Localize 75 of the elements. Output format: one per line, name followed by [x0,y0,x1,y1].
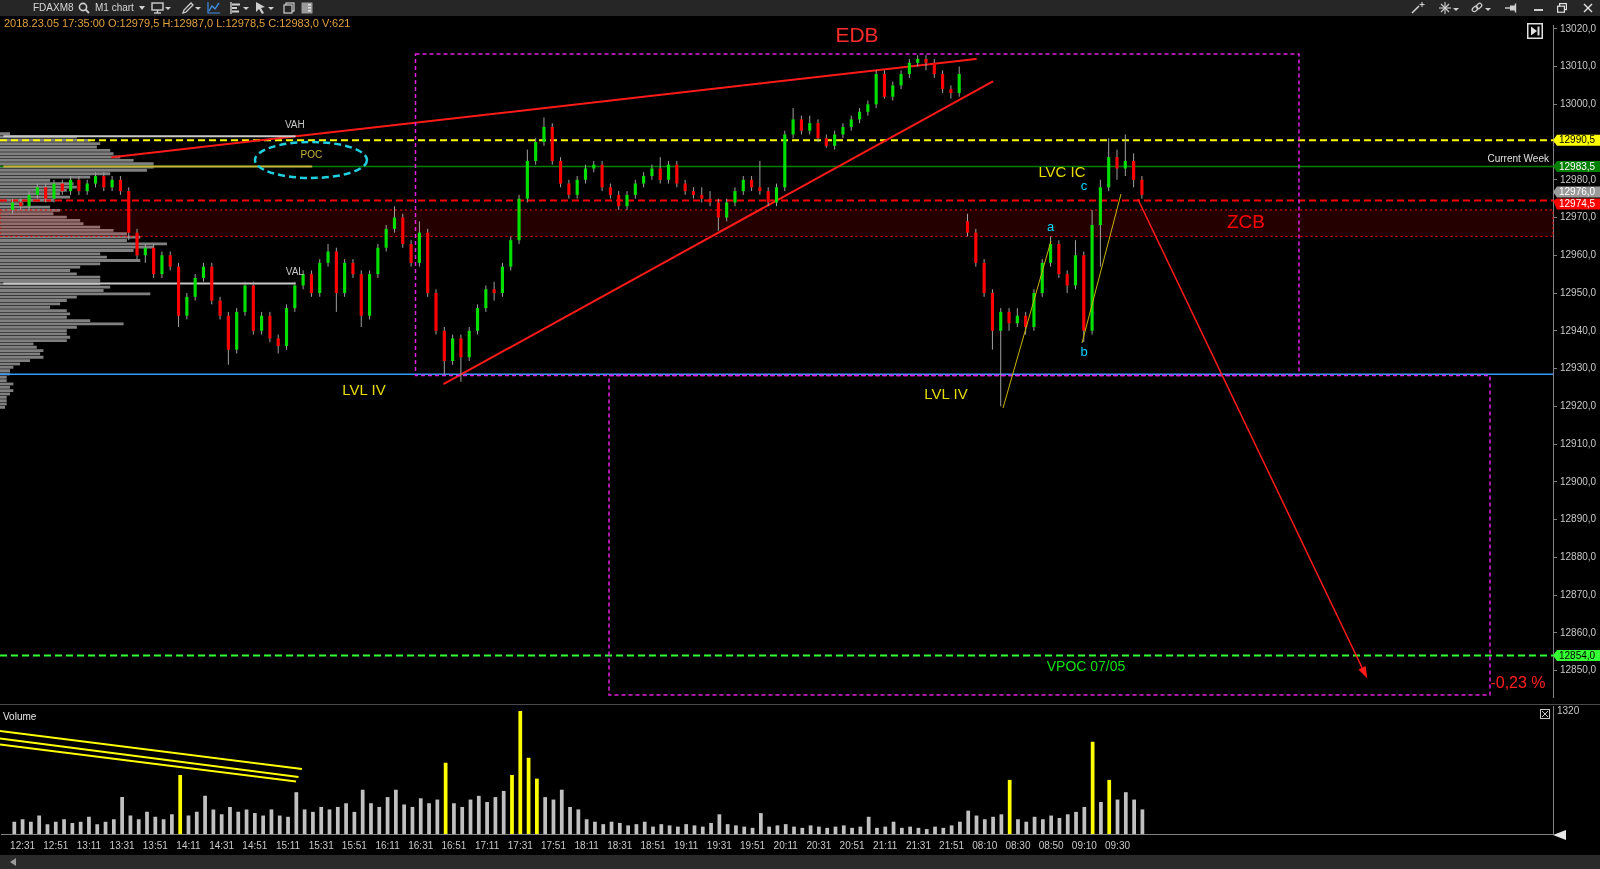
y-tick-label: 12890,0 [1560,513,1597,525]
ref-line-label: 12983,5 [1559,160,1596,172]
series-label: VAL [285,266,305,278]
x-tick-label: 20:31 [806,839,832,851]
annotation: c [1080,178,1088,194]
x-tick-label: 16:11 [375,839,401,851]
x-tick-label: 17:31 [507,839,534,851]
x-tick-label: 13:11 [76,839,102,851]
x-tick-label: 17:11 [474,839,500,851]
x-tick-label: 20:51 [839,839,866,851]
chart-subtitle: M1 chart [95,1,134,15]
x-tick-label: 21:11 [873,839,898,851]
y-tick-label: 13020,0 [1560,22,1597,34]
x-tick-label: 12:51 [43,839,69,851]
annotation: Current Week [1487,153,1550,165]
y-tick-label: 12850,0 [1560,664,1597,676]
x-tick-label: 09:10 [1071,839,1098,851]
y-tick-label: 12900,0 [1560,475,1597,487]
series-label: VAH [284,119,305,131]
x-tick-label: 14:51 [242,839,268,851]
x-tick-label: 14:31 [209,839,235,851]
x-tick-label: 19:31 [706,839,733,851]
x-tick-label: 21:31 [905,839,932,851]
annotation: -0,23 % [1490,674,1546,692]
x-tick-label: 15:51 [341,839,368,851]
x-tick-label: 16:51 [441,839,467,851]
ref-line-label: 12974,5 [1559,198,1596,210]
band-label: ZCB [1227,211,1265,233]
y-tick-label: 12880,0 [1560,551,1597,563]
x-tick-label: 18:51 [640,839,666,851]
annotation: EDB [835,22,879,46]
y-tick-label: 12980,0 [1560,173,1597,185]
y-tick-label: 12940,0 [1560,324,1597,336]
annotation: LVL IV [924,385,968,403]
x-tick-label: 15:31 [308,839,335,851]
y-tick-label: 13010,0 [1560,60,1597,72]
y-tick-label: 12870,0 [1560,588,1597,600]
x-tick-label: 13:51 [142,839,169,851]
annotation: LVC IC [1038,163,1086,181]
annotation: 2018.23.05 17:35:00 O:12979,5 H:12987,0 L:12978,5 C:12983,0 V:621 [4,16,351,29]
y-tick-label: 12920,0 [1560,400,1597,412]
y-tick-label: 12950,0 [1560,286,1597,298]
annotation: b [1080,343,1088,359]
annotation: VPOC 07/05 [1046,658,1126,675]
text: 12976,0 [1559,186,1596,198]
y-tick-label: 12910,0 [1560,437,1597,449]
y-tick-label: 12970,0 [1560,211,1597,223]
x-tick-label: 19:51 [740,839,766,851]
annotation: LVL IV [342,381,386,399]
y-tick-label: 12960,0 [1560,249,1597,261]
x-tick-label: 18:31 [607,839,633,851]
text: 1320 [1557,704,1580,716]
y-tick-label: 13000,0 [1560,98,1597,110]
x-tick-label: 19:11 [674,839,699,851]
x-tick-label: 09:30 [1105,839,1131,851]
x-tick-label: 08:50 [1038,839,1065,851]
x-tick-label: 14:11 [176,839,202,851]
series-label: POC [300,149,323,161]
chart-title: Volume [3,710,37,722]
x-tick-label: 12:31 [10,839,36,851]
x-tick-label: 17:51 [540,839,567,851]
ref-line-label: 12854,0 [1559,649,1596,661]
y-tick-label: 12930,0 [1560,362,1597,374]
x-tick-label: 08:30 [1005,839,1031,851]
x-tick-label: 16:31 [408,839,434,851]
x-tick-label: 08:10 [972,839,998,851]
x-tick-label: 21:51 [939,839,965,851]
x-tick-label: 15:11 [275,839,301,851]
chart-title: FDAXM8 [33,1,74,15]
x-tick-label: 20:11 [773,839,799,851]
x-tick-label: 18:11 [574,839,600,851]
ref-line-label: 12990,5 [1559,134,1596,146]
x-tick-label: 13:31 [109,839,136,851]
annotation: a [1046,218,1055,234]
y-tick-label: 12860,0 [1560,626,1597,638]
